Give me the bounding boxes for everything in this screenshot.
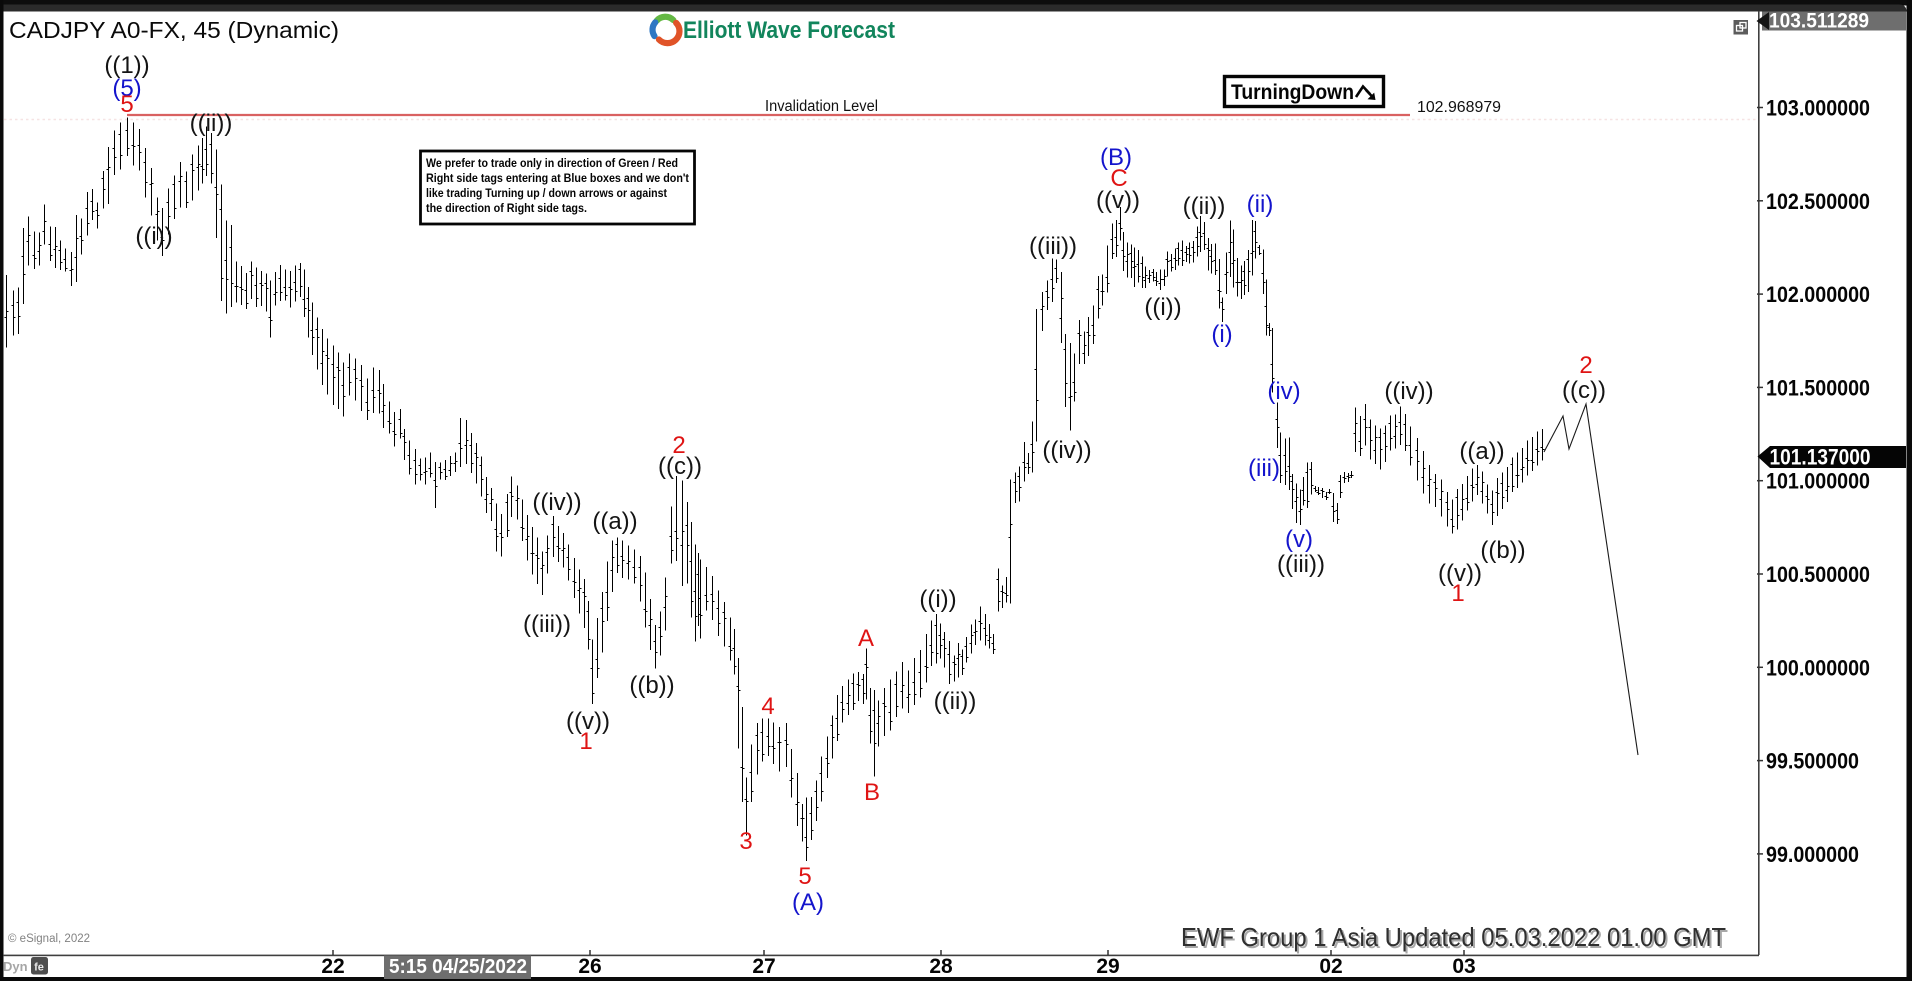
svg-text:102.500000: 102.500000 — [1766, 189, 1870, 214]
svg-text:((iii)): ((iii)) — [523, 611, 571, 638]
svg-text:((ii)): ((ii)) — [934, 688, 977, 715]
svg-text:28: 28 — [929, 955, 953, 978]
svg-text:((b)): ((b)) — [1480, 537, 1525, 564]
svg-text:((i)): ((i)) — [919, 586, 956, 613]
svg-text:((ii)): ((ii)) — [190, 110, 233, 137]
svg-text:100.000000: 100.000000 — [1766, 655, 1870, 680]
svg-text:Invalidation Level: Invalidation Level — [765, 98, 878, 115]
svg-text:1: 1 — [1451, 580, 1464, 607]
svg-text:101.500000: 101.500000 — [1766, 375, 1870, 400]
svg-text:C: C — [1110, 165, 1127, 192]
svg-text:2: 2 — [672, 432, 685, 459]
svg-text:fe: fe — [34, 962, 44, 974]
svg-text:(v): (v) — [1285, 526, 1313, 553]
svg-text:26: 26 — [578, 955, 601, 978]
svg-text:((iv)): ((iv)) — [1384, 378, 1433, 405]
svg-text:5:15 04/25/2022: 5:15 04/25/2022 — [389, 956, 527, 978]
svg-text:100.500000: 100.500000 — [1766, 562, 1870, 587]
svg-text:((b)): ((b)) — [629, 672, 674, 699]
svg-text:(B): (B) — [1100, 144, 1132, 171]
svg-text:1: 1 — [579, 728, 592, 755]
svg-text:101.000000: 101.000000 — [1766, 469, 1870, 494]
svg-text:99.000000: 99.000000 — [1766, 842, 1859, 867]
svg-text:((v)): ((v)) — [566, 708, 610, 735]
svg-text:(i): (i) — [1211, 321, 1232, 348]
svg-text:We prefer to trade only in dir: We prefer to trade only in direction of … — [426, 158, 678, 170]
svg-text:4: 4 — [761, 693, 774, 720]
svg-text:((1)): ((1)) — [104, 52, 149, 79]
svg-text:TurningDown: TurningDown — [1231, 80, 1354, 104]
svg-text:© eSignal, 2022: © eSignal, 2022 — [8, 933, 90, 945]
svg-text:103.511289: 103.511289 — [1769, 10, 1869, 33]
svg-text:EWF Group 1 Asia Updated 05.03: EWF Group 1 Asia Updated 05.03.2022 01.0… — [1183, 924, 1728, 954]
svg-text:((iv)): ((iv)) — [1042, 437, 1091, 464]
svg-text:((c)): ((c)) — [1562, 377, 1606, 404]
svg-text:((i)): ((i)) — [135, 223, 172, 250]
svg-text:((c)): ((c)) — [658, 453, 702, 480]
svg-text:Elliott Wave Forecast: Elliott Wave Forecast — [683, 17, 895, 44]
svg-text:102.000000: 102.000000 — [1766, 282, 1870, 307]
svg-text:EWF Group 1 Asia Updated 05.03: EWF Group 1 Asia Updated 05.03.2022 01.0… — [1181, 922, 1726, 952]
svg-text:27: 27 — [752, 955, 775, 978]
svg-text:((v)): ((v)) — [1096, 187, 1140, 214]
svg-text:22: 22 — [321, 955, 344, 978]
svg-text:((iv)): ((iv)) — [532, 489, 581, 516]
svg-text:like trading Turning up / down: like trading Turning up / down arrows or… — [426, 188, 667, 200]
svg-text:((iii)): ((iii)) — [1277, 551, 1325, 578]
svg-text:2: 2 — [1579, 352, 1592, 379]
svg-text:101.137000: 101.137000 — [1770, 445, 1871, 470]
svg-text:(iv): (iv) — [1267, 378, 1300, 405]
svg-text:102.968979: 102.968979 — [1417, 99, 1501, 116]
svg-text:CADJPY A0-FX, 45 (Dynamic): CADJPY A0-FX, 45 (Dynamic) — [9, 17, 339, 43]
svg-text:B: B — [864, 779, 880, 806]
svg-text:(A): (A) — [792, 889, 824, 916]
svg-text:03: 03 — [1452, 955, 1475, 978]
svg-text:Dyn: Dyn — [3, 959, 28, 974]
svg-text:02: 02 — [1319, 955, 1342, 978]
svg-text:((a)): ((a)) — [1459, 438, 1504, 465]
svg-text:5: 5 — [120, 91, 133, 118]
svg-text:5: 5 — [798, 863, 811, 890]
svg-text:(iii): (iii) — [1248, 455, 1280, 482]
svg-text:Right side tags entering at Bl: Right side tags entering at Blue boxes a… — [426, 173, 689, 185]
svg-text:3: 3 — [739, 828, 752, 855]
svg-text:((i)): ((i)) — [1144, 294, 1181, 321]
svg-text:((ii)): ((ii)) — [1183, 193, 1226, 220]
svg-text:103.000000: 103.000000 — [1766, 96, 1870, 121]
svg-text:(5): (5) — [112, 75, 141, 102]
svg-text:99.500000: 99.500000 — [1766, 749, 1859, 774]
svg-text:the direction of Right side ta: the direction of Right side tags. — [426, 203, 587, 215]
svg-text:(ii): (ii) — [1247, 191, 1274, 218]
svg-text:((iii)): ((iii)) — [1029, 233, 1077, 260]
svg-text:((a)): ((a)) — [592, 508, 637, 535]
svg-text:29: 29 — [1096, 955, 1119, 978]
svg-text:A: A — [858, 625, 874, 652]
svg-text:((v)): ((v)) — [1438, 560, 1482, 587]
